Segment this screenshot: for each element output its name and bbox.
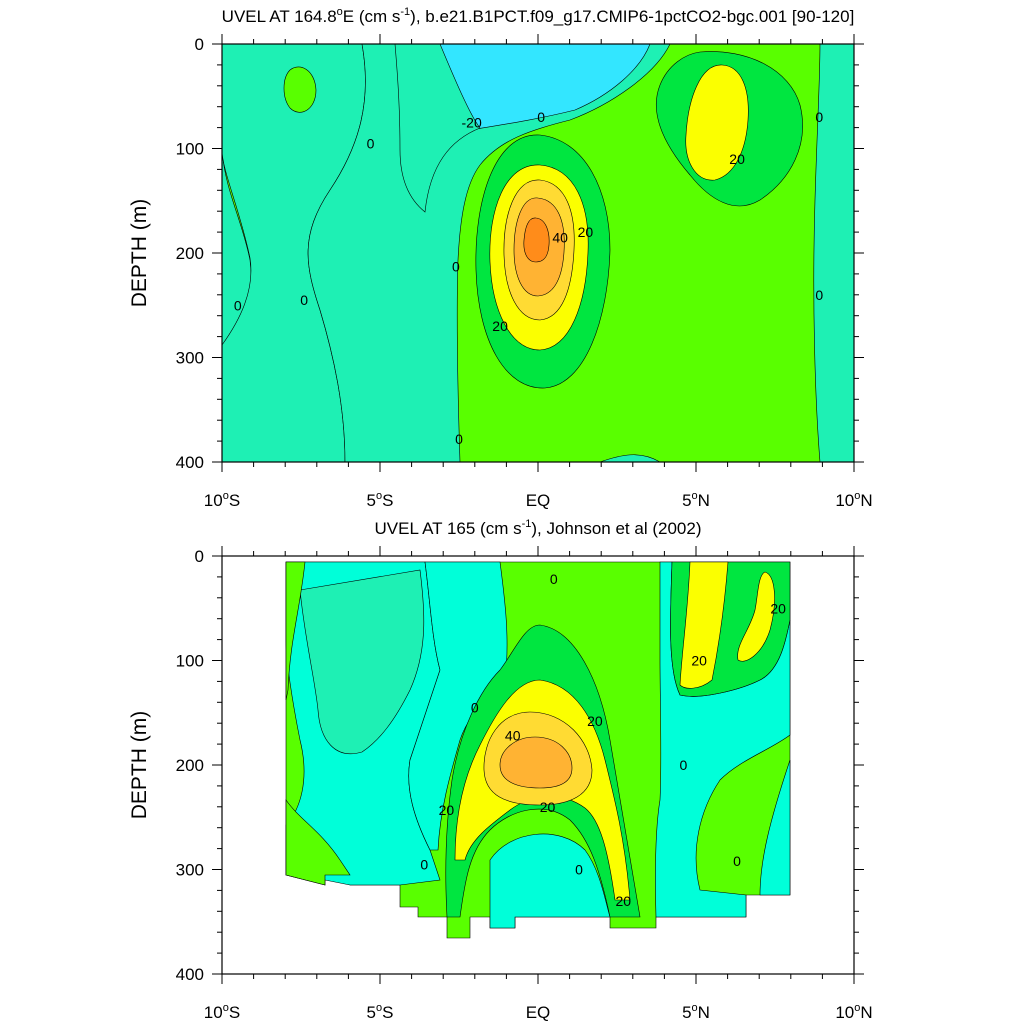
fill-ne-30 [685, 64, 749, 181]
contour-label: 20 [587, 713, 603, 729]
contour-label: 0 [455, 431, 463, 447]
fill-pos-west-blob [283, 66, 317, 113]
contour-label: 0 [815, 287, 823, 303]
contour-label: 0 [537, 109, 545, 125]
fill-pos-west-strip [285, 561, 306, 701]
panel2-title: UVEL AT 165 (cm s-1), Johnson et al (200… [375, 518, 702, 538]
contour-label: 0 [471, 700, 479, 716]
contour-label: 0 [420, 856, 428, 872]
panel1-contour-labels: 0 0 0 -20 0 0 0 40 20 20 20 0 0 [234, 109, 823, 447]
contour-label: -20 [462, 114, 482, 130]
fill-neg-interior [394, 44, 481, 213]
contour-label: 40 [552, 229, 568, 245]
fill-ne-30 [679, 561, 729, 689]
y-tick-label: 400 [176, 965, 204, 984]
contour-label: 0 [733, 853, 741, 869]
contour-label: 20 [578, 224, 594, 240]
panel2-contour-labels: 0 20 20 0 40 20 0 20 20 0 0 20 0 [420, 571, 786, 909]
contour-label: 0 [679, 757, 687, 773]
contour-label: 20 [540, 799, 556, 815]
y-tick-label: 400 [176, 453, 204, 472]
x-tick-label: EQ [526, 1003, 551, 1022]
y-tick-label: 200 [176, 244, 204, 263]
y-tick-label: 100 [176, 140, 204, 159]
contour-label: 20 [770, 600, 786, 616]
x-tick-label: 5oS [367, 1002, 394, 1022]
y-tick-label: 0 [195, 547, 204, 566]
contour-label: 20 [492, 318, 508, 334]
fill-ne-30b [737, 571, 775, 662]
fill-neg-central [307, 44, 671, 462]
panel1-contour-fills [222, 44, 854, 462]
contour-label: 0 [452, 259, 460, 275]
fill-50 [499, 736, 573, 789]
x-tick-label: EQ [526, 491, 551, 510]
contour-label: 0 [575, 862, 583, 878]
fill-pos-west-low [285, 799, 351, 886]
x-tick-label: 10oS [204, 490, 240, 510]
contour-label: 0 [815, 109, 823, 125]
x-tick-label: 5oS [367, 490, 394, 510]
panel1-title: UVEL AT 164.8oE (cm s-1), b.e21.B1PCT.f0… [222, 6, 855, 26]
y-tick-label: 200 [176, 756, 204, 775]
panel1-ylabel: DEPTH (m) [128, 199, 151, 308]
contour-label: 0 [234, 297, 242, 313]
x-tick-label: 5oN [682, 1002, 710, 1022]
fill-neg-east2 [759, 759, 791, 896]
contour-label: 0 [550, 571, 558, 587]
panel-obs: UVEL AT 165 (cm s-1), Johnson et al (200… [128, 518, 873, 1022]
contour-label: 20 [729, 151, 745, 167]
y-tick-label: 300 [176, 349, 204, 368]
contour-label: 20 [439, 802, 455, 818]
x-tick-label: 10oS [204, 1002, 240, 1022]
y-tick-label: 0 [195, 35, 204, 54]
panel-model: UVEL AT 164.8oE (cm s-1), b.e21.B1PCT.f0… [128, 6, 873, 510]
panel2-ylabel: DEPTH (m) [128, 711, 151, 820]
fill-neg-east [813, 44, 854, 462]
contour-label: 0 [367, 135, 375, 151]
panel2-contour-fills [285, 561, 791, 939]
y-tick-label: 300 [176, 861, 204, 880]
contour-label: 20 [616, 893, 632, 909]
x-tick-label: 10oN [835, 1002, 872, 1022]
x-tick-label: 10oN [835, 490, 872, 510]
y-tick-label: 100 [176, 652, 204, 671]
contour-label: 20 [691, 653, 707, 669]
fill-60 [523, 217, 550, 263]
x-tick-label: 5oN [682, 490, 710, 510]
fill-neg-west-inner [299, 569, 425, 754]
contour-label: 40 [505, 728, 521, 744]
contour-label: 0 [300, 292, 308, 308]
